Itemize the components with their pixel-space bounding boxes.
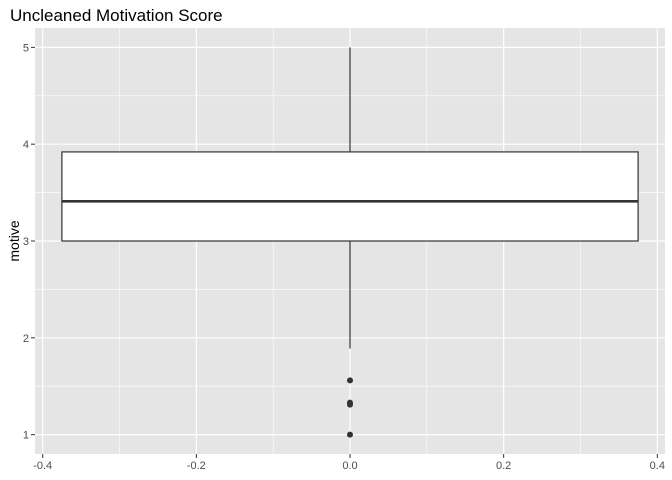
y-tick-label: 3 (23, 236, 29, 248)
box-layer (61, 47, 639, 349)
x-axis: -0.4 -0.2 0.0 0.2 0.4 (33, 454, 665, 472)
outlier-point (347, 431, 353, 438)
y-axis: 1 2 3 4 5 (23, 42, 35, 442)
outlier-point (347, 377, 353, 384)
x-tick-label: -0.4 (33, 460, 52, 472)
y-tick-label: 4 (23, 139, 29, 151)
box-iqr (61, 151, 639, 242)
outlier-point (347, 401, 353, 408)
x-tick-label: 0.2 (496, 460, 511, 472)
y-axis-label: motive (6, 220, 22, 261)
chart-title: Uncleaned Motivation Score (10, 6, 223, 25)
y-tick-label: 1 (23, 430, 29, 442)
x-tick-label: -0.2 (187, 460, 206, 472)
x-tick-label: 0.0 (342, 460, 357, 472)
y-tick-label: 5 (23, 42, 29, 54)
y-tick-label: 2 (23, 333, 29, 345)
outlier-layer (347, 377, 353, 438)
x-tick-label: 0.4 (650, 460, 665, 472)
